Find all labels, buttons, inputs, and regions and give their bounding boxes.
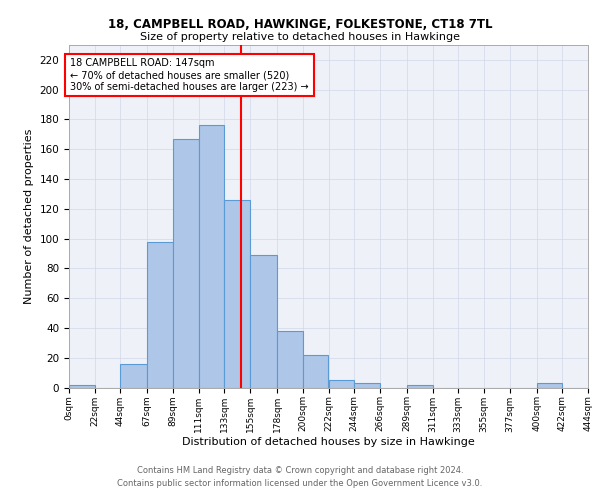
Bar (69, 384, 95, 388)
Bar (250, 255, 277, 388)
Bar (224, 200, 250, 388)
Bar (148, 242, 173, 388)
Text: Contains HM Land Registry data © Crown copyright and database right 2024.
Contai: Contains HM Land Registry data © Crown c… (118, 466, 482, 487)
Bar (121, 364, 148, 388)
Bar (173, 139, 199, 388)
Text: 18 CAMPBELL ROAD: 147sqm
← 70% of detached houses are smaller (520)
30% of semi-: 18 CAMPBELL ROAD: 147sqm ← 70% of detach… (70, 58, 309, 92)
Bar (354, 383, 380, 388)
Text: Size of property relative to detached houses in Hawkinge: Size of property relative to detached ho… (140, 32, 460, 42)
Bar (199, 126, 224, 388)
Bar (303, 354, 329, 388)
Bar (536, 383, 562, 388)
Bar (407, 384, 433, 388)
Y-axis label: Number of detached properties: Number of detached properties (24, 128, 34, 304)
Bar (277, 331, 303, 388)
X-axis label: Distribution of detached houses by size in Hawkinge: Distribution of detached houses by size … (182, 437, 475, 447)
Bar (329, 380, 354, 388)
Text: 18, CAMPBELL ROAD, HAWKINGE, FOLKESTONE, CT18 7TL: 18, CAMPBELL ROAD, HAWKINGE, FOLKESTONE,… (108, 18, 492, 30)
